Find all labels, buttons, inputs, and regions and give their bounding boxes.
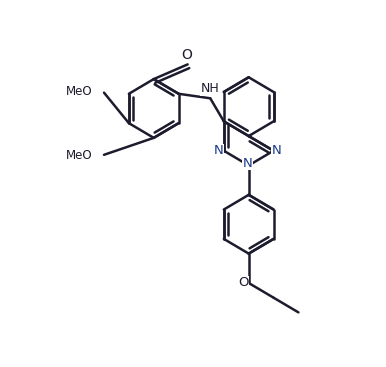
Text: O: O bbox=[181, 48, 192, 62]
Text: MeO: MeO bbox=[66, 149, 93, 163]
Text: N: N bbox=[213, 144, 223, 157]
Text: N: N bbox=[272, 144, 282, 157]
Text: MeO: MeO bbox=[66, 85, 93, 98]
Text: N: N bbox=[243, 157, 252, 170]
Text: NH: NH bbox=[201, 82, 220, 95]
Text: O: O bbox=[238, 276, 248, 290]
